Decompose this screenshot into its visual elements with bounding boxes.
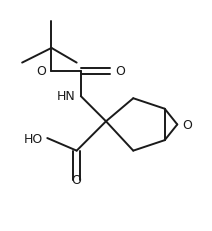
- Text: O: O: [72, 173, 82, 186]
- Text: HO: HO: [24, 132, 43, 145]
- Text: HN: HN: [57, 89, 76, 102]
- Text: O: O: [36, 65, 46, 78]
- Text: O: O: [183, 119, 192, 131]
- Text: O: O: [116, 65, 125, 78]
